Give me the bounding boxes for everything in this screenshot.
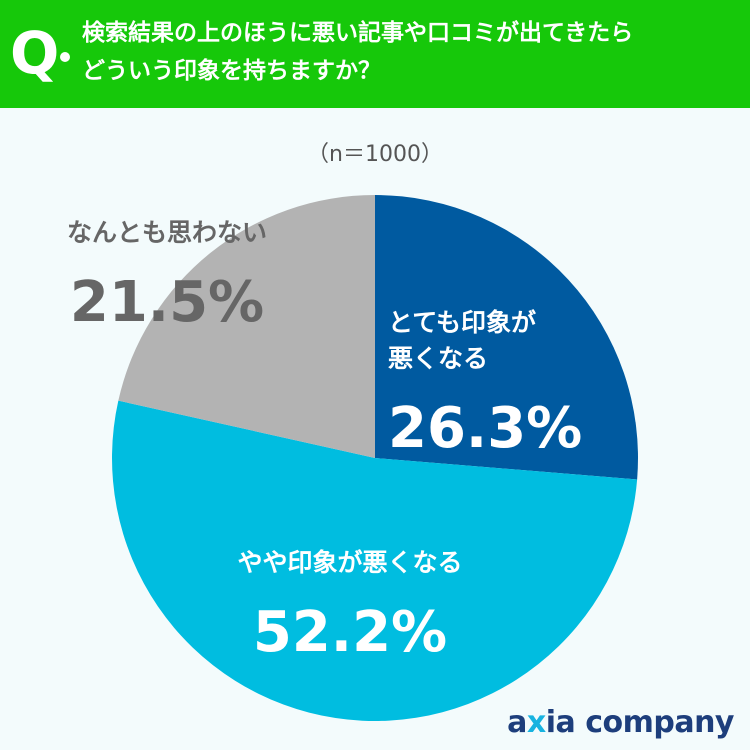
slice-strongly-worse [375, 195, 638, 480]
question-text: 検索結果の上のほうに悪い記事や口コミが出てきたら どういう印象を持ちますか？ [82, 20, 634, 84]
slice-name-strongly-worse: とても印象が 悪くなる [388, 308, 537, 373]
slice-name-somewhat-worse: やや印象が悪くなる [237, 548, 463, 577]
label-no-opinion: なんとも思わない 21.5% [42, 196, 292, 355]
sample-size: （n＝1000） [307, 142, 443, 167]
slice-name-no-opinion: なんとも思わない [66, 218, 267, 247]
q-dot [60, 52, 70, 62]
slice-value-no-opinion: 21.5% [69, 270, 265, 335]
slice-somewhat-worse [112, 400, 638, 721]
axia-company-logo: axia company [507, 705, 734, 740]
label-strongly-worse: とても印象が 悪くなる 26.3% [388, 286, 582, 481]
slice-value-strongly-worse: 26.3% [388, 396, 583, 461]
question-header: Q 検索結果の上のほうに悪い記事や口コミが出てきたら どういう印象を持ちますか？ [0, 0, 750, 108]
label-somewhat-worse: やや印象が悪くなる 52.2% [190, 526, 510, 685]
slice-value-somewhat-worse: 52.2% [252, 600, 448, 665]
slice-no-opinion [118, 195, 375, 458]
q-label: Q [10, 19, 60, 87]
